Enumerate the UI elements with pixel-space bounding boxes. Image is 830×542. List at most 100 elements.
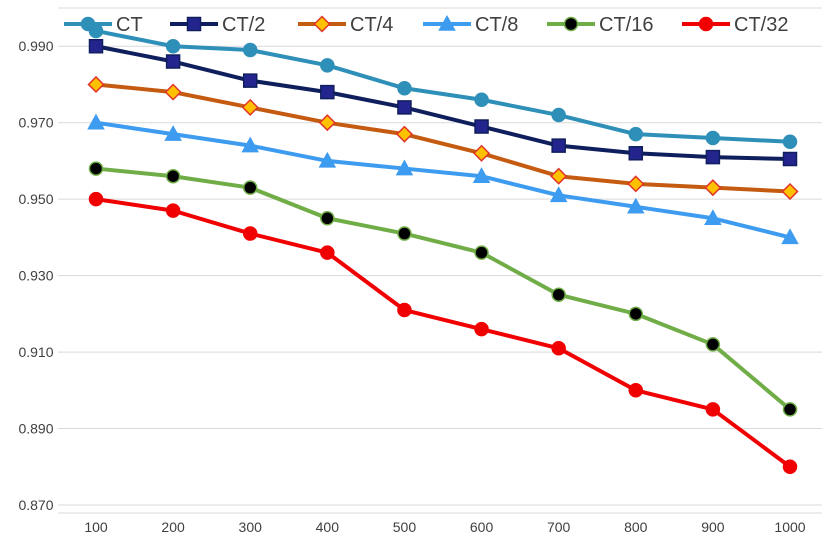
data-point-ct <box>782 134 798 150</box>
y-tick-label: 0.970 <box>18 115 53 131</box>
legend-label: CT/8 <box>475 14 518 36</box>
x-tick-label: 500 <box>393 519 417 535</box>
legend-item-ct-2: CT/2 <box>170 14 265 36</box>
legend-item-ct: CT <box>64 14 143 36</box>
x-tick-label: 1000 <box>774 519 805 535</box>
data-point-ct-4 <box>87 75 105 94</box>
data-point-ct-2 <box>705 149 721 165</box>
data-point-ct-8 <box>241 136 259 153</box>
gridlines <box>58 7 822 506</box>
data-point-ct-8 <box>627 197 645 214</box>
data-point-ct-2 <box>320 84 335 100</box>
data-point-ct-2 <box>165 54 181 69</box>
data-point-ct-2 <box>397 100 412 115</box>
x-tick-label: 700 <box>547 519 571 535</box>
data-point-ct-16 <box>88 161 104 176</box>
series-line-ct-4 <box>94 82 792 194</box>
data-point-ct-8 <box>318 151 337 168</box>
data-point-ct <box>397 81 412 96</box>
data-point-ct-4 <box>781 182 799 201</box>
data-point-ct-16 <box>474 245 489 260</box>
data-point-ct <box>320 58 335 73</box>
x-tick-label: 300 <box>239 519 263 535</box>
data-point-ct-2 <box>88 38 104 54</box>
legend-label: CT <box>116 14 143 36</box>
legend-label: CT/32 <box>734 14 788 36</box>
data-point-ct-4 <box>241 98 259 116</box>
series-ct-2 <box>88 38 798 167</box>
data-point-ct-4 <box>164 83 182 101</box>
series-ct <box>88 23 798 150</box>
data-point-ct-2 <box>551 138 566 153</box>
series-ct-4 <box>87 75 799 201</box>
data-point-ct-32 <box>705 402 721 417</box>
data-point-ct-8 <box>549 186 568 203</box>
data-point-ct-32 <box>88 191 104 207</box>
x-tick-label: 400 <box>316 519 340 535</box>
data-point-ct-8 <box>781 228 799 245</box>
y-tick-label: 0.910 <box>18 344 53 360</box>
legend-marker <box>313 15 331 33</box>
legend-item-ct-8: CT/8 <box>423 14 518 36</box>
data-point-ct-32 <box>165 203 181 218</box>
data-point-ct <box>628 126 644 142</box>
y-tick-label: 0.890 <box>18 421 53 437</box>
data-point-ct <box>242 42 258 58</box>
y-tick-label: 0.930 <box>18 268 53 284</box>
data-point-ct-8 <box>395 159 414 176</box>
series-ct-8 <box>87 113 799 245</box>
data-point-ct-8 <box>472 167 491 183</box>
legend-label: CT/16 <box>599 14 653 36</box>
data-point-ct-2 <box>782 151 798 167</box>
data-point-ct-32 <box>474 321 489 337</box>
y-tick-label: 0.990 <box>18 38 53 54</box>
series-line-ct <box>94 28 792 144</box>
axes: 0.870 0.890 0.910 0.930 0.950 0.970 0.990 100 20… <box>18 38 822 535</box>
data-point-ct-32 <box>628 383 644 398</box>
series-line-ct-8 <box>94 120 792 240</box>
data-point-ct-32 <box>551 341 566 356</box>
data-point-ct <box>474 92 489 108</box>
data-point-ct-16 <box>320 211 335 226</box>
legend-marker <box>563 16 579 32</box>
data-point-ct-4 <box>395 125 414 143</box>
series-line-ct-2 <box>94 44 792 162</box>
data-point-ct-32 <box>320 245 335 260</box>
x-tick-label: 200 <box>161 519 185 535</box>
data-point-ct-4 <box>704 179 722 197</box>
x-tick-label: 800 <box>624 519 648 535</box>
data-point-ct-4 <box>318 114 336 132</box>
legend-marker <box>698 16 714 32</box>
series-ct-16 <box>88 161 798 417</box>
legend-item-ct-4: CT/4 <box>298 14 393 36</box>
x-tick-label: 600 <box>470 519 494 535</box>
data-point-ct-16 <box>397 226 412 241</box>
legend-marker <box>80 16 96 32</box>
data-point-ct-8 <box>164 125 182 141</box>
legend-marker <box>186 16 202 32</box>
data-point-ct-32 <box>782 459 798 475</box>
x-tick-label: 100 <box>84 519 108 535</box>
data-point-ct-16 <box>242 180 258 195</box>
data-point-ct-4 <box>627 175 645 193</box>
data-point-ct-2 <box>474 119 489 134</box>
data-point-ct-16 <box>705 337 721 352</box>
legend-item-ct-32: CT/32 <box>682 14 788 36</box>
data-point-ct-16 <box>551 287 566 302</box>
legend-label: CT/2 <box>222 14 265 36</box>
data-point-ct-4 <box>550 167 568 185</box>
data-point-ct <box>165 38 181 54</box>
y-tick-label: 0.870 <box>18 497 53 513</box>
data-point-ct-8 <box>704 209 722 226</box>
data-point-ct <box>551 107 566 123</box>
data-point-ct-16 <box>165 168 181 184</box>
data-point-ct-16 <box>628 306 644 322</box>
series-layer <box>87 23 799 475</box>
legend-item-ct-16: CT/16 <box>547 14 653 36</box>
legend: CT CT/2 CT/4 CT/8 CT/16 CT/32 <box>64 14 788 36</box>
data-point-ct-2 <box>242 73 258 88</box>
data-point-ct-32 <box>397 302 412 318</box>
data-point-ct-8 <box>87 113 105 130</box>
legend-marker <box>438 14 456 31</box>
